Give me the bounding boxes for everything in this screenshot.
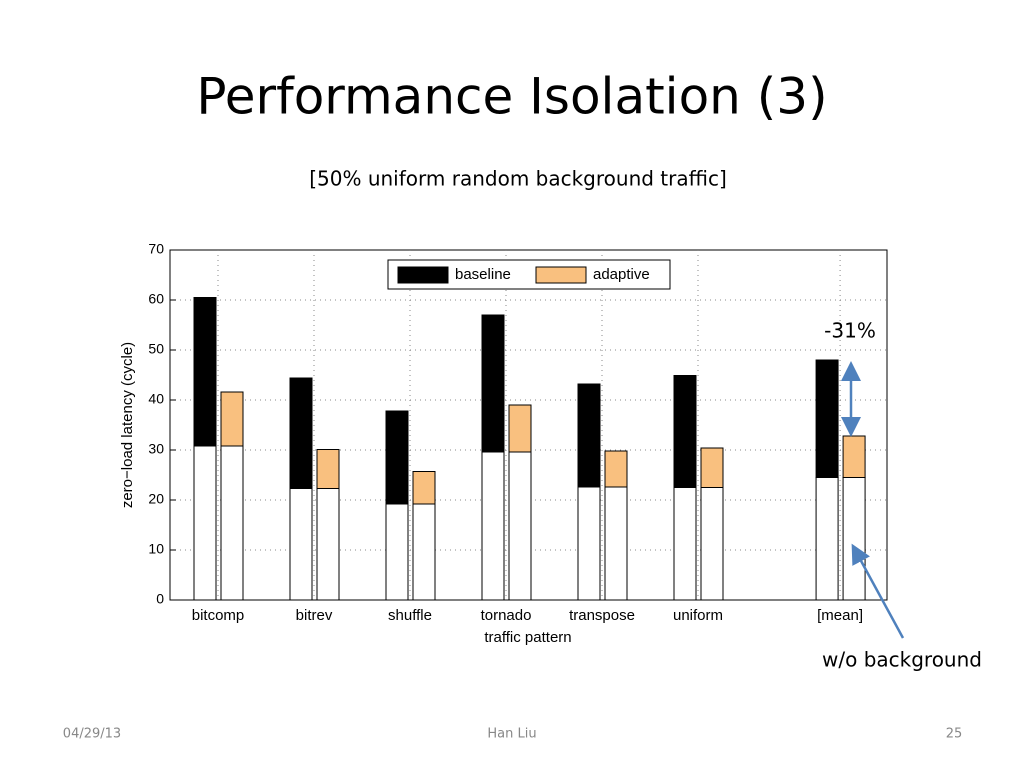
- legend-label: baseline: [455, 266, 511, 283]
- x-tick-label: bitrev: [296, 607, 333, 624]
- bar-segment-top: [815, 359, 839, 478]
- bar-segment-bottom: [604, 486, 628, 601]
- legend-swatch: [397, 266, 449, 284]
- bar-segment-top: [193, 297, 217, 447]
- bar-segment-top: [604, 450, 628, 488]
- bar-segment-top: [673, 375, 697, 488]
- bar-segment-top: [385, 410, 409, 505]
- bar-segment-bottom: [700, 487, 724, 601]
- bar-segment-bottom: [508, 451, 532, 601]
- y-tick-label: 30: [148, 441, 164, 457]
- footer-author: Han Liu: [487, 727, 536, 742]
- legend-label: adaptive: [593, 266, 650, 283]
- bar-segment-top: [412, 471, 436, 505]
- background-label: w/o background: [822, 648, 982, 672]
- background-arrow: [851, 543, 905, 639]
- bar-segment-bottom: [842, 477, 866, 601]
- footer-date: 04/29/13: [63, 727, 121, 742]
- bar-segment-top: [842, 435, 866, 478]
- footer-page: 25: [946, 727, 963, 742]
- legend: baseline adaptive: [397, 266, 650, 284]
- x-tick-label: uniform: [673, 607, 723, 624]
- bar-segment-top: [289, 377, 313, 489]
- bar-segment-bottom: [289, 488, 313, 601]
- slide-title: Performance Isolation (3): [196, 68, 827, 126]
- y-tick-label: 10: [148, 541, 164, 557]
- bar-segment-bottom: [385, 503, 409, 601]
- bar-segment-top: [577, 383, 601, 488]
- x-tick-label: shuffle: [388, 607, 432, 624]
- y-tick-label: 70: [148, 241, 164, 257]
- bar-segment-top: [316, 449, 340, 489]
- bar-segment-bottom: [193, 445, 217, 601]
- bar-segment-bottom: [673, 487, 697, 601]
- y-tick-label: 60: [148, 291, 164, 307]
- x-tick-label: transpose: [569, 607, 635, 624]
- bar-segment-bottom: [815, 477, 839, 601]
- y-tick-label: 0: [156, 591, 164, 607]
- y-tick-label: 50: [148, 341, 164, 357]
- bar-segment-top: [220, 391, 244, 447]
- reduction-label: -31%: [824, 319, 876, 343]
- bar-segment-bottom: [220, 445, 244, 601]
- x-tick-label: bitcomp: [192, 607, 245, 624]
- bar-segment-bottom: [577, 486, 601, 601]
- bar-segment-top: [508, 404, 532, 453]
- bar-segment-top: [700, 447, 724, 488]
- x-tick-label: [mean]: [817, 607, 863, 624]
- x-axis-label: traffic pattern: [484, 629, 571, 646]
- y-axis-label: zero−load latency (cycle): [119, 342, 136, 508]
- plot: 0 10 20 30 40 50 60 70 bitcomp bitrev shuffle torna…: [148, 241, 887, 624]
- y-tick-label: 40: [148, 391, 164, 407]
- subtitle: [50% uniform random background traffic]: [309, 167, 727, 191]
- x-tick-label: tornado: [481, 607, 532, 624]
- bar-segment-bottom: [316, 488, 340, 601]
- bar-segment-bottom: [412, 503, 436, 601]
- legend-swatch: [535, 266, 587, 284]
- bar-segment-bottom: [481, 451, 505, 601]
- bar-segment-top: [481, 314, 505, 453]
- y-tick-label: 20: [148, 491, 164, 507]
